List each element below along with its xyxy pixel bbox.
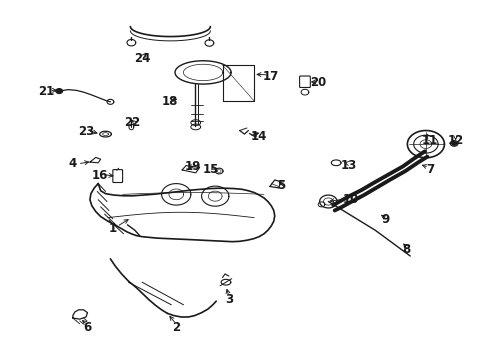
Text: 5: 5	[276, 179, 285, 192]
FancyBboxPatch shape	[113, 170, 122, 183]
Text: 9: 9	[381, 213, 389, 226]
Text: 12: 12	[447, 134, 463, 147]
Text: 21: 21	[38, 85, 54, 98]
Text: 11: 11	[421, 134, 437, 147]
Text: 10: 10	[342, 193, 358, 206]
Text: 6: 6	[83, 321, 91, 334]
Ellipse shape	[451, 141, 456, 145]
Text: 14: 14	[250, 130, 267, 144]
Text: 2: 2	[172, 321, 180, 334]
Text: 22: 22	[124, 116, 140, 129]
Text: 18: 18	[161, 95, 177, 108]
Text: 13: 13	[340, 159, 356, 172]
Text: 15: 15	[203, 163, 219, 176]
Text: 19: 19	[184, 160, 201, 173]
Text: 4: 4	[69, 157, 77, 170]
Text: 23: 23	[78, 125, 94, 138]
Text: 1: 1	[108, 222, 117, 235]
Text: 8: 8	[402, 243, 409, 256]
Text: 7: 7	[426, 163, 434, 176]
Text: 24: 24	[134, 51, 150, 64]
Text: 3: 3	[224, 293, 232, 306]
Ellipse shape	[57, 89, 61, 93]
Text: 17: 17	[262, 69, 278, 82]
Text: 20: 20	[310, 76, 326, 89]
FancyBboxPatch shape	[299, 76, 310, 87]
Text: 16: 16	[91, 169, 108, 182]
